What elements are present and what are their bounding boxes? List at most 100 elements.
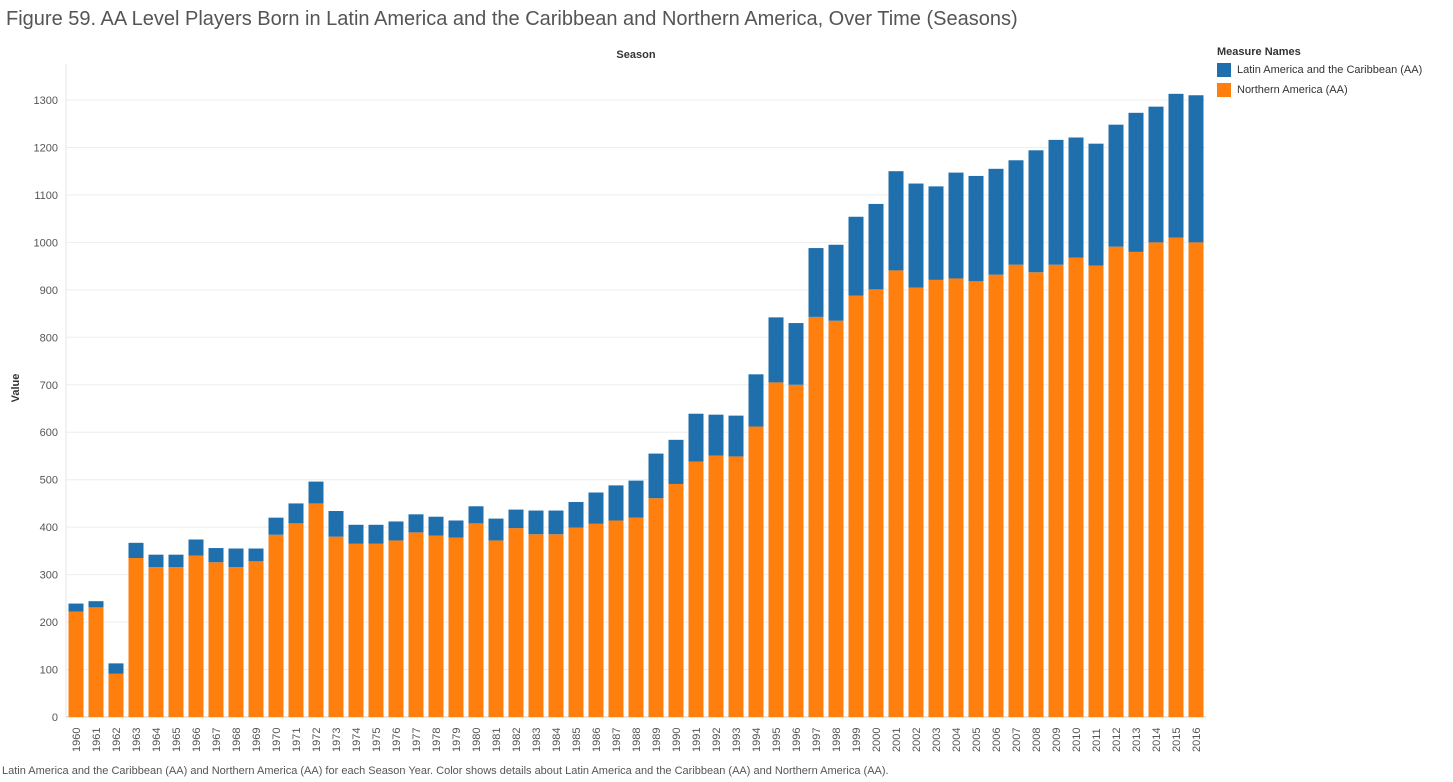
y-tick-label-100: 100: [40, 665, 58, 677]
bar-latin-america-1974: [348, 524, 364, 544]
bar-latin-america-1960: [68, 603, 84, 612]
bar-northern-america-1994: [748, 426, 764, 717]
bar-northern-america-1986: [588, 523, 604, 717]
bar-northern-america-1987: [608, 520, 624, 717]
bar-northern-america-2003: [928, 279, 944, 717]
bar-northern-america-1997: [808, 316, 824, 717]
y-tick-label-700: 700: [40, 380, 58, 392]
bar-latin-america-1966: [188, 539, 204, 556]
bar-northern-america-1993: [728, 456, 744, 717]
bar-latin-america-2015: [1168, 93, 1184, 238]
bar-northern-america-1999: [848, 295, 864, 717]
bar-northern-america-1963: [128, 558, 144, 717]
bar-northern-america-2013: [1128, 251, 1144, 717]
bar-northern-america-1991: [688, 461, 704, 717]
bar-northern-america-1967: [208, 562, 224, 717]
bar-northern-america-1979: [448, 537, 464, 717]
bar-latin-america-1961: [88, 601, 104, 608]
bar-latin-america-1970: [268, 517, 284, 535]
bar-northern-america-2015: [1168, 237, 1184, 717]
bar-latin-america-2001: [888, 171, 904, 271]
bar-latin-america-1994: [748, 374, 764, 427]
legend-label-latin-america: Latin America and the Caribbean (AA): [1237, 64, 1423, 76]
x-tick-label-1982: 1982: [511, 728, 523, 752]
bar-northern-america-1988: [628, 517, 644, 717]
y-tick-label-600: 600: [40, 427, 58, 439]
bar-latin-america-1980: [468, 506, 484, 524]
x-tick-label-1997: 1997: [811, 728, 823, 752]
bar-northern-america-2016: [1188, 242, 1204, 717]
x-tick-label-2009: 2009: [1051, 728, 1063, 752]
x-tick-label-2006: 2006: [991, 728, 1003, 752]
bar-latin-america-1981: [488, 518, 504, 541]
x-tick-label-1986: 1986: [591, 728, 603, 752]
bar-northern-america-1977: [408, 532, 424, 717]
x-tick-label-2004: 2004: [951, 728, 963, 752]
stacked-bar-chart: Season Value 0 100 200 300 400 500 600 700 800 90…: [10, 49, 1206, 752]
bar-latin-america-1997: [808, 248, 824, 317]
x-axis-ticks: 1960 1961 1962 1963 1964 1965 1966 1967 1968 1969…: [71, 728, 1203, 752]
x-tick-label-1960: 1960: [71, 728, 83, 752]
x-tick-label-1976: 1976: [391, 728, 403, 752]
bar-latin-america-1976: [388, 521, 404, 541]
x-tick-label-2014: 2014: [1151, 728, 1163, 752]
bar-northern-america-1996: [788, 384, 804, 717]
bar-latin-america-2002: [908, 183, 924, 288]
legend-item-latin-america[interactable]: Latin America and the Caribbean (AA): [1217, 63, 1422, 77]
x-tick-label-1962: 1962: [111, 728, 123, 752]
bar-latin-america-1978: [428, 516, 444, 536]
x-tick-label-1998: 1998: [831, 728, 843, 752]
x-tick-label-1973: 1973: [331, 728, 343, 752]
bar-latin-america-1969: [248, 548, 264, 562]
bar-latin-america-2016: [1188, 95, 1204, 243]
y-tick-label-500: 500: [40, 475, 58, 487]
bar-northern-america-1964: [148, 567, 164, 717]
x-tick-label-1963: 1963: [131, 728, 143, 752]
bar-northern-america-2010: [1068, 257, 1084, 717]
bar-northern-america-1985: [568, 527, 584, 717]
bar-latin-america-1979: [448, 520, 464, 538]
y-tick-label-800: 800: [40, 332, 58, 344]
x-tick-label-1985: 1985: [571, 728, 583, 752]
x-tick-label-2016: 2016: [1191, 728, 1203, 752]
bar-latin-america-2004: [948, 172, 964, 279]
bar-latin-america-1967: [208, 548, 224, 563]
bar-latin-america-1968: [228, 548, 244, 568]
y-tick-label-1300: 1300: [34, 95, 58, 107]
x-tick-label-1991: 1991: [691, 728, 703, 752]
bar-latin-america-1983: [528, 510, 544, 535]
bar-northern-america-2006: [988, 274, 1004, 717]
bar-latin-america-2011: [1088, 143, 1104, 266]
x-tick-label-1968: 1968: [231, 728, 243, 752]
x-tick-label-1999: 1999: [851, 728, 863, 752]
x-tick-label-2010: 2010: [1071, 728, 1083, 752]
bar-northern-america-2008: [1028, 272, 1044, 717]
bar-northern-america-1969: [248, 561, 264, 717]
x-tick-label-1961: 1961: [91, 728, 103, 752]
x-tick-label-2005: 2005: [971, 728, 983, 752]
x-tick-label-1988: 1988: [631, 728, 643, 752]
legend-item-northern-america[interactable]: Northern America (AA): [1217, 83, 1422, 97]
x-axis-title: Season: [616, 49, 655, 61]
bar-latin-america-2014: [1148, 106, 1164, 243]
x-tick-label-1965: 1965: [171, 728, 183, 752]
bar-latin-america-1993: [728, 415, 744, 457]
x-tick-label-1995: 1995: [771, 728, 783, 752]
bar-northern-america-2004: [948, 278, 964, 717]
x-tick-label-2013: 2013: [1131, 728, 1143, 752]
bar-latin-america-2009: [1048, 139, 1064, 265]
y-tick-label-300: 300: [40, 570, 58, 582]
bar-northern-america-1968: [228, 567, 244, 717]
x-tick-label-2007: 2007: [1011, 728, 1023, 752]
bar-northern-america-2005: [968, 281, 984, 717]
bar-northern-america-2014: [1148, 242, 1164, 717]
x-tick-label-2000: 2000: [871, 728, 883, 752]
bar-northern-america-1966: [188, 555, 204, 717]
bar-northern-america-1981: [488, 540, 504, 717]
bar-northern-america-1980: [468, 523, 484, 717]
x-tick-label-1979: 1979: [451, 728, 463, 752]
bar-northern-america-1984: [548, 534, 564, 717]
bar-latin-america-2007: [1008, 160, 1024, 265]
bar-latin-america-1963: [128, 542, 144, 559]
bar-latin-america-2005: [968, 175, 984, 282]
